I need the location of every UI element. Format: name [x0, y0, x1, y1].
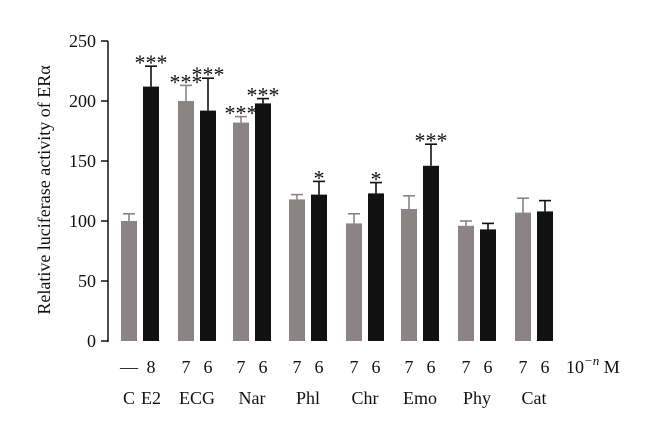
y-axis-label: Relative luciferase activity of ERα	[34, 65, 54, 315]
group-label: C	[123, 388, 135, 408]
significance-label: ***	[247, 83, 280, 108]
bar	[537, 211, 553, 341]
bar	[480, 229, 496, 341]
group-label: ECG	[179, 388, 215, 408]
y-axis: 0 50 100 150 200 250	[69, 31, 109, 351]
concentration-label: 7	[350, 357, 359, 377]
concentration-label: 7	[405, 357, 414, 377]
bar	[401, 209, 417, 341]
group-label: Emo	[403, 388, 437, 408]
group-label: Phy	[463, 388, 491, 408]
concentration-label: 6	[315, 357, 324, 377]
concentration-label: 7	[462, 357, 471, 377]
bar	[368, 193, 384, 341]
significance-label: *	[371, 167, 382, 192]
bar	[200, 110, 216, 341]
bar	[233, 122, 249, 341]
group-label: Chr	[352, 388, 379, 408]
concentration-label: 6	[427, 357, 436, 377]
bar	[121, 221, 137, 341]
y-tick-label: 200	[69, 91, 96, 111]
unit-suffix: M	[599, 357, 620, 377]
concentration-label: —	[119, 357, 139, 377]
concentration-label: 7	[519, 357, 528, 377]
unit-base: 10	[566, 357, 584, 377]
significance-label: ***	[170, 69, 203, 94]
significance-label: ***	[415, 128, 448, 153]
bar	[255, 103, 271, 342]
concentration-label: 6	[259, 357, 268, 377]
concentration-label: 6	[204, 357, 213, 377]
unit-exponent: −n	[584, 353, 599, 368]
significance-label: ***	[192, 62, 225, 87]
bar	[178, 101, 194, 341]
y-tick-label: 150	[69, 151, 96, 171]
significance-label: ***	[135, 50, 168, 75]
y-tick-label: 250	[69, 31, 96, 51]
bar	[346, 223, 362, 341]
bar	[143, 86, 159, 341]
group-label: E2	[141, 388, 161, 408]
y-tick-label: 100	[69, 211, 96, 231]
concentration-label: 6	[372, 357, 381, 377]
y-tick-label: 50	[78, 271, 96, 291]
concentration-label: 7	[182, 357, 191, 377]
group-label: Nar	[239, 388, 266, 408]
significance-label: ***	[225, 101, 258, 126]
bar	[458, 225, 474, 341]
group-label: Phl	[296, 388, 320, 408]
bar	[515, 212, 531, 341]
group-label: Cat	[522, 388, 547, 408]
bar	[311, 194, 327, 341]
bar	[289, 199, 305, 341]
concentration-label: 6	[484, 357, 493, 377]
concentration-label: 7	[293, 357, 302, 377]
concentration-unit-label: 10−n M	[566, 353, 620, 377]
bars-layer: **************** ****	[121, 50, 553, 342]
significance-label: *	[314, 165, 325, 190]
bar	[423, 165, 439, 341]
concentration-label: 8	[147, 357, 156, 377]
concentration-label: 7	[237, 357, 246, 377]
y-tick-label: 0	[87, 331, 96, 351]
concentration-label: 6	[541, 357, 550, 377]
